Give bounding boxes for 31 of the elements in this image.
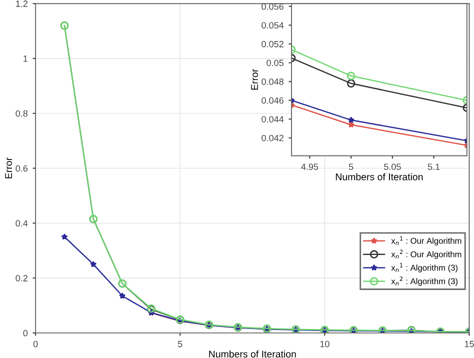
legend-label: x$_{n}$$^{2}$ : Our Algorithm bbox=[391, 250, 462, 259]
y-tick-label: 1.2 bbox=[16, 0, 28, 7]
x-tick-label: 0 bbox=[33, 340, 38, 348]
y-tick-label: 0.046 bbox=[262, 97, 284, 104]
y-tick-label: 0.044 bbox=[262, 116, 284, 122]
x-tick-label: 10 bbox=[320, 340, 330, 348]
legend-label: x$_{n}$$^{1}$ : Our Algorithm bbox=[391, 236, 462, 246]
y-tick-label: 0 bbox=[23, 330, 28, 336]
x-tick-label: 5.1 bbox=[428, 164, 440, 170]
y-axis-title: Error bbox=[251, 69, 258, 90]
x-axis-title: Numbers of Iteration bbox=[209, 350, 296, 358]
x-tick-label: 5 bbox=[178, 340, 182, 348]
y-tick-label: 0.8 bbox=[16, 110, 28, 117]
x-tick-label: 15 bbox=[464, 340, 474, 348]
legend-label: x$_{n}$$^{2}$ : Algorithm (3) bbox=[391, 276, 458, 286]
x-axis-title: Numbers of Iteration bbox=[336, 173, 423, 180]
y-tick-label: 0.054 bbox=[262, 22, 284, 29]
y-tick-label: 0.056 bbox=[262, 3, 284, 10]
y-tick-label: 0.2 bbox=[16, 275, 28, 282]
y-axis-title: Error bbox=[5, 158, 12, 178]
y-tick-label: 0.042 bbox=[262, 134, 284, 142]
x-tick-label: 5.05 bbox=[384, 164, 401, 170]
x-tick-label: 5 bbox=[348, 164, 354, 170]
y-tick-label: 0.052 bbox=[262, 40, 284, 48]
y-tick-label: 0.4 bbox=[16, 220, 28, 227]
x-tick-label: 4.95 bbox=[301, 164, 318, 170]
y-tick-label: 0.6 bbox=[16, 165, 28, 172]
y-tick-label: 1 bbox=[24, 56, 28, 62]
y-tick-label: 0.048 bbox=[262, 78, 284, 85]
y-tick-label: 0.05 bbox=[266, 60, 284, 66]
legend-label: x$_{n}$$^{1}$ : Algorithm (3) bbox=[391, 263, 458, 272]
